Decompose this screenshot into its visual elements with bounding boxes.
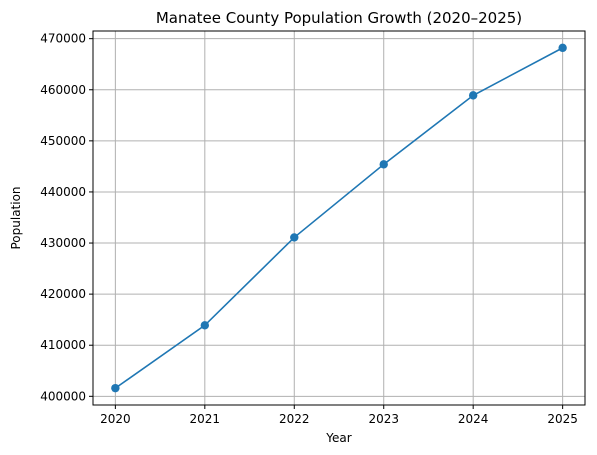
grid xyxy=(93,31,585,405)
x-tick-label: 2024 xyxy=(458,412,489,426)
x-tick-label: 2025 xyxy=(547,412,578,426)
x-tick-label: 2022 xyxy=(279,412,310,426)
data-point xyxy=(558,43,567,53)
y-tick-label: 470000 xyxy=(40,32,86,46)
data-point xyxy=(468,91,478,100)
data-point xyxy=(379,160,388,169)
chart-title: Manatee County Population Growth (2020–2… xyxy=(156,9,522,27)
y-axis-label: Population xyxy=(9,186,23,249)
data-point xyxy=(111,383,120,393)
y-tick-label: 440000 xyxy=(40,185,86,199)
x-axis-label: Year xyxy=(325,431,351,445)
x-tick-label: 2023 xyxy=(368,412,399,426)
series-layer xyxy=(111,43,567,393)
data-point xyxy=(200,321,210,330)
x-tick-label: 2020 xyxy=(100,412,131,426)
y-tick-label: 420000 xyxy=(40,287,86,301)
y-tick-label: 430000 xyxy=(40,236,86,250)
series-line xyxy=(114,47,564,389)
y-tick-label: 460000 xyxy=(40,83,86,97)
axes-frame xyxy=(92,30,586,406)
x-tick-label: 2021 xyxy=(190,412,221,426)
data-point xyxy=(290,233,299,242)
y-tick-label: 400000 xyxy=(40,389,86,403)
axis-ticks: 2020 2021 2022 2023 2024 2025 400000 410000 4200… xyxy=(40,32,578,426)
y-tick-label: 450000 xyxy=(40,134,86,148)
y-tick-label: 410000 xyxy=(40,338,86,352)
